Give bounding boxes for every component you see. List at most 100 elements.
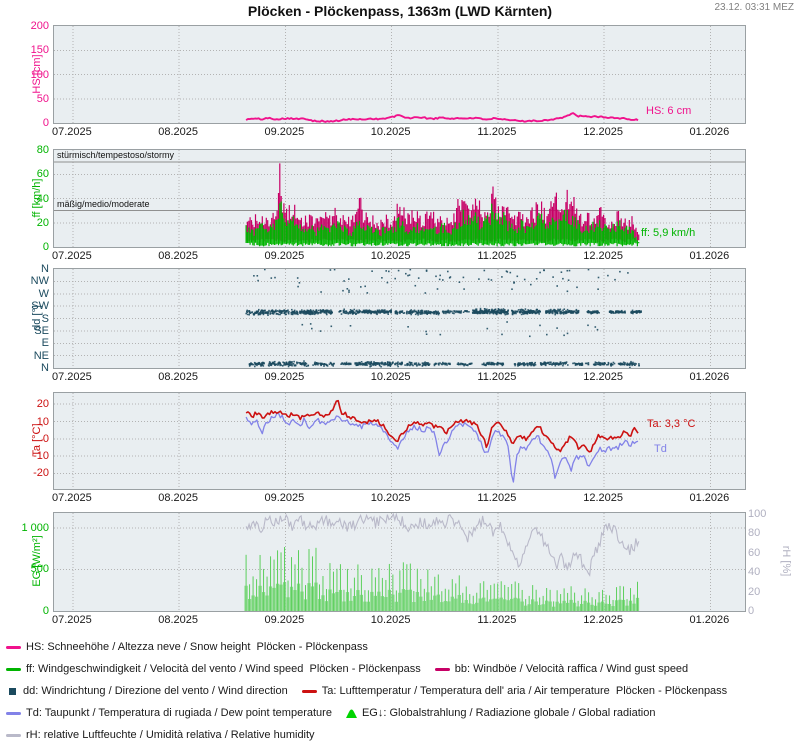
y2-tick-label: 80 xyxy=(748,527,761,540)
legend-label: bb: Windböe / Velocità raffica / Wind gu… xyxy=(454,663,689,675)
series-label: Td xyxy=(654,443,667,455)
y-tick-label: 40 xyxy=(36,192,49,205)
x-tick-label: 11.2025 xyxy=(477,126,517,138)
x-tick-label: 01.2026 xyxy=(689,371,730,383)
x-tick-label: 10.2025 xyxy=(370,492,411,504)
x-tick-label: 08.2025 xyxy=(158,126,199,138)
series-label: ff: 5,9 km/h xyxy=(641,227,696,239)
legend-label: Ta: Lufttemperatur / Temperatura dell' a… xyxy=(321,685,728,697)
legend-row: Td: Taupunkt / Temperatura di rugiada / … xyxy=(6,706,796,720)
y2-tick-label: 0 xyxy=(748,605,755,617)
threshold-label: mäßig/medio/moderate xyxy=(57,198,150,209)
chart-wind xyxy=(53,149,746,248)
x-tick-label: 12.2025 xyxy=(583,371,623,383)
legend-label: EG↓: Globalstrahlung / Radiazione global… xyxy=(361,707,656,719)
x-tick-label: 11.2025 xyxy=(477,371,517,383)
x-tick-label: 08.2025 xyxy=(158,250,199,262)
series-ff xyxy=(245,201,640,247)
x-tick-label: 09.2025 xyxy=(264,371,305,383)
x-tick-label: 11.2025 xyxy=(477,492,517,504)
x-tick-label: 07.2025 xyxy=(52,250,92,262)
y-axis-title-ta: Ta [°C] xyxy=(31,423,43,457)
y-tick-label: 200 xyxy=(30,20,49,32)
chart-dd-canvas xyxy=(54,269,745,368)
chart-ta-canvas xyxy=(54,393,745,489)
y-tick-label: N xyxy=(41,263,49,275)
series-Ta xyxy=(245,399,639,453)
legend-item-ff: ff: Windgeschwindigkeit / Velocità del v… xyxy=(6,663,421,675)
legend: HS: Schneehöhe / Altezza neve / Snow hei… xyxy=(6,640,796,750)
legend-label: Td: Taupunkt / Temperatura di rugiada / … xyxy=(26,707,332,719)
series-rH xyxy=(245,513,640,577)
legend-marker-hs-line-icon xyxy=(6,645,21,649)
chart-ta xyxy=(53,392,746,490)
legend-row: ff: Windgeschwindigkeit / Velocità del v… xyxy=(6,662,796,676)
x-tick-label: 01.2026 xyxy=(689,126,730,138)
legend-row: dd: Windrichtung / Direzione del vento /… xyxy=(6,684,796,698)
series-Td xyxy=(245,412,639,483)
chart-hs-canvas xyxy=(54,26,745,123)
chart-eg xyxy=(53,512,746,612)
x-tick-label: 12.2025 xyxy=(583,492,623,504)
legend-item-bb: bb: Windböe / Velocità raffica / Wind gu… xyxy=(434,663,689,675)
y2-tick-label: 20 xyxy=(748,585,761,598)
x-tick-label: 08.2025 xyxy=(158,492,199,504)
y-tick-label: 1 000 xyxy=(21,521,49,534)
y-tick-label: NW xyxy=(30,275,49,288)
legend-label: ff: Windgeschwindigkeit / Velocità del v… xyxy=(26,663,421,675)
y2-tick-label: 40 xyxy=(748,566,761,579)
y2-tick-label: 60 xyxy=(748,546,761,559)
y-tick-label: 20 xyxy=(36,216,49,229)
timestamp: 23.12. 03:31 MEZ xyxy=(714,2,795,13)
x-tick-label: 09.2025 xyxy=(264,250,305,262)
x-tick-label: 10.2025 xyxy=(370,614,411,626)
x-tick-label: 07.2025 xyxy=(52,126,92,138)
chart-wind-canvas xyxy=(54,150,745,247)
y-tick-label: 100 xyxy=(30,68,49,81)
x-tick-label: 08.2025 xyxy=(158,371,199,383)
x-tick-label: 01.2026 xyxy=(689,614,730,626)
legend-item-dd: dd: Windrichtung / Direzione del vento /… xyxy=(6,685,288,697)
x-tick-label: 01.2026 xyxy=(689,492,730,504)
x-tick-label: 11.2025 xyxy=(477,250,517,262)
y-tick-label: 50 xyxy=(36,92,49,105)
y-tick-label: 0 xyxy=(42,605,49,617)
y-axis-title-eg: EG [W/m²] xyxy=(31,535,43,587)
legend-marker-ta-line-icon xyxy=(301,689,317,693)
y-tick-label: NE xyxy=(33,349,49,362)
y-tick-label: N xyxy=(41,362,49,374)
y-axis-title-hs: HS [cm] xyxy=(31,53,43,94)
y-tick-label: S xyxy=(41,312,49,325)
x-tick-label: 07.2025 xyxy=(52,614,92,626)
x-tick-label: 11.2025 xyxy=(477,614,517,626)
legend-item-rh: rH: relative Luftfeuchte / Umidità relat… xyxy=(6,729,315,741)
page-title: Plöcken - Plöckenpass, 1363m (LWD Kärnte… xyxy=(247,3,553,19)
y2-tick-label: 100 xyxy=(748,507,767,520)
legend-item-td: Td: Taupunkt / Temperatura di rugiada / … xyxy=(6,707,332,719)
y-axis-title-rh: rH [%] xyxy=(780,545,792,577)
legend-marker-eg-area-icon xyxy=(345,708,357,718)
x-tick-label: 10.2025 xyxy=(370,126,411,138)
legend-label: HS: Schneehöhe / Altezza neve / Snow hei… xyxy=(26,641,368,653)
y-tick-label: -10 xyxy=(33,450,49,463)
series-label: HS: 6 cm xyxy=(646,105,692,117)
series-HS xyxy=(245,112,639,123)
x-tick-label: 08.2025 xyxy=(158,614,199,626)
y-tick-label: 0 xyxy=(42,241,49,253)
legend-item-eg↓: EG↓: Globalstrahlung / Radiazione global… xyxy=(345,707,656,719)
y-tick-label: 150 xyxy=(30,44,49,57)
legend-marker-rh-line-icon xyxy=(6,733,21,737)
y-tick-label: 0 xyxy=(42,432,49,445)
x-tick-label: 09.2025 xyxy=(264,126,305,138)
y-tick-label: SW xyxy=(31,300,49,313)
x-tick-label: 12.2025 xyxy=(583,126,623,138)
legend-item-hs: HS: Schneehöhe / Altezza neve / Snow hei… xyxy=(6,641,368,653)
x-tick-label: 10.2025 xyxy=(370,371,411,383)
x-tick-label: 07.2025 xyxy=(52,371,92,383)
y-tick-label: 60 xyxy=(36,168,49,181)
chart-hs xyxy=(53,25,746,124)
chart-dd xyxy=(53,268,746,369)
legend-label: dd: Windrichtung / Direzione del vento /… xyxy=(23,685,288,697)
x-tick-label: 10.2025 xyxy=(370,250,411,262)
